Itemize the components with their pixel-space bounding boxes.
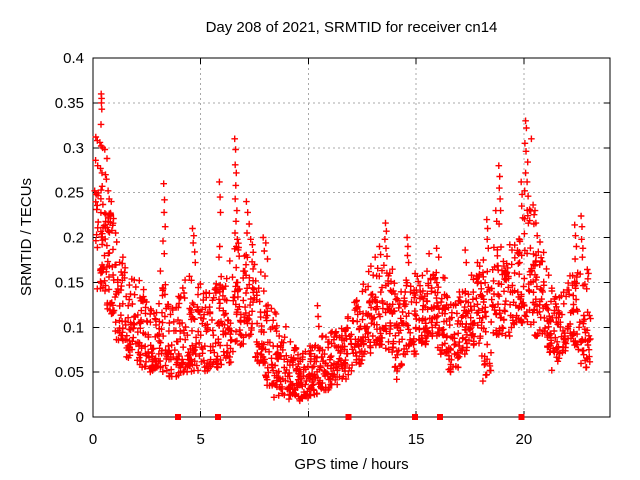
event-marker-square [214,414,221,420]
x-tick-label: 0 [89,431,97,448]
y-tick-label: 0.3 [63,140,84,157]
scatter-points-path [91,90,594,405]
y-tick-label: 0.1 [63,319,84,336]
y-tick-label: 0.2 [63,230,84,247]
scatter-points [91,90,594,405]
y-tick-labels: 0 0.05 0.1 0.15 0.2 0.25 0.3 0.35 0.4 [55,50,84,426]
event-marker-square [518,414,525,420]
x-tick-labels: 0 5 10 15 20 [89,431,532,448]
event-marker-squares [175,414,525,420]
x-tick-label: 5 [197,431,205,448]
chart-title: Day 208 of 2021, SRMTID for receiver cn1… [205,19,498,36]
plot-border [92,57,611,418]
y-tick-label: 0.35 [55,95,84,112]
event-marker-square [436,414,443,420]
x-axis-label: GPS time / hours [294,456,409,473]
x-tick-label: 10 [300,431,317,448]
y-tick-label: 0 [76,409,84,426]
plot-border-rect [92,57,611,418]
y-tick-label: 0.15 [55,274,84,291]
event-marker-square [412,414,419,420]
event-marker-square [345,414,352,420]
event-marker-square [175,414,182,420]
x-tick-label: 15 [408,431,425,448]
y-tick-label: 0.05 [55,364,84,381]
x-tick-label: 20 [515,431,532,448]
y-tick-label: 0.25 [55,185,84,202]
grid-lines [93,58,610,417]
y-tick-label: 0.4 [63,50,84,67]
